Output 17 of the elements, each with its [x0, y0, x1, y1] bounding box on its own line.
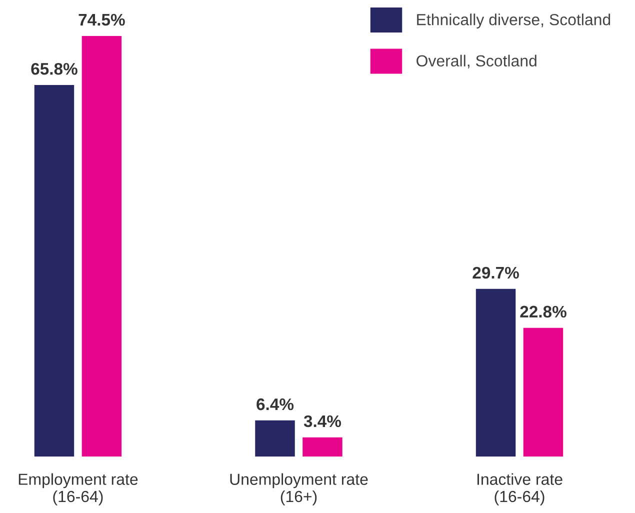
bar: [302, 437, 342, 457]
bar: [523, 328, 564, 457]
data-label: 65.8%: [31, 62, 78, 75]
data-label: 3.4%: [304, 415, 342, 428]
data-label: 74.5%: [78, 14, 125, 26]
x-tick-label: Employment rate (16-64): [18, 473, 138, 506]
legend-label: Ethnically diverse, Scotland: [417, 14, 610, 28]
bar: [476, 288, 516, 457]
x-tick-label: Unemployment rate (16+): [230, 473, 368, 506]
data-label: 29.7%: [472, 266, 519, 279]
data-label: 6.4%: [256, 398, 294, 410]
data-label: 22.8%: [520, 306, 566, 318]
bar: [255, 420, 295, 457]
x-tick-label: Inactive rate (16-64): [477, 473, 562, 506]
bar: [34, 85, 74, 457]
legend-label: Overall, Scotland: [416, 54, 536, 68]
bar: [82, 36, 122, 457]
